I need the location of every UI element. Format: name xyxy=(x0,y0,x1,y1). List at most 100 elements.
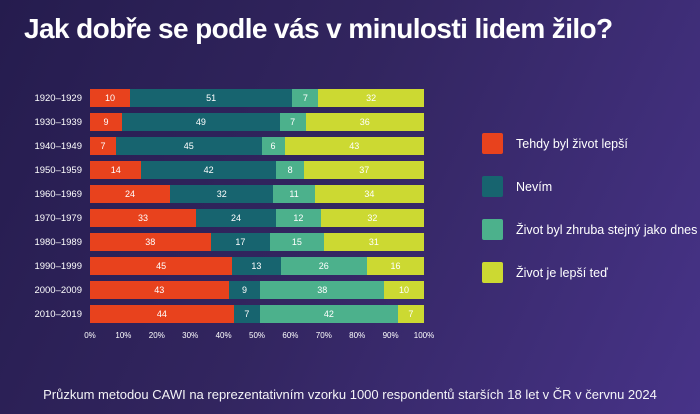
segment-value: 16 xyxy=(390,261,401,271)
chart-row: 2000–2009 43 9 38 10 xyxy=(24,281,424,299)
bar-segment: 49 xyxy=(122,113,280,131)
bar-segment: 8 xyxy=(275,161,305,179)
bar-segment: 9 xyxy=(228,281,261,299)
bar-segment: 10 xyxy=(90,89,130,107)
category-label: 1960–1969 xyxy=(34,188,82,200)
segment-value: 33 xyxy=(138,213,149,223)
segment-value: 34 xyxy=(364,189,375,199)
bar-segment: 31 xyxy=(323,233,424,251)
chart-row: 1970–1979 33 24 12 32 xyxy=(24,209,424,227)
segment-value: 7 xyxy=(408,309,414,319)
chart-row: 1950–1959 14 42 8 37 xyxy=(24,161,424,179)
segment-value: 38 xyxy=(317,285,328,295)
segment-value: 31 xyxy=(368,237,379,247)
bar-segment: 45 xyxy=(116,137,262,155)
axis-tick-label: 10% xyxy=(115,331,132,340)
x-axis: 0% 10% 20% 30% 40% 50% 60% 70% 80% 90% 100% xyxy=(24,329,434,343)
bar-segment: 38 xyxy=(260,281,385,299)
segment-value: 32 xyxy=(216,189,227,199)
segment-value: 11 xyxy=(289,189,299,199)
bar-segment: 7 xyxy=(233,305,261,323)
segment-value: 37 xyxy=(359,165,370,175)
legend-item: Život je lepší teď xyxy=(482,262,697,283)
bar-segment: 17 xyxy=(210,233,271,251)
chart-row: 2010–2019 44 7 42 7 xyxy=(24,305,425,323)
segment-value: 32 xyxy=(367,213,378,223)
category-label: 2000–2009 xyxy=(34,284,82,296)
bar-track: 33 24 12 32 xyxy=(90,209,424,227)
chart-row: 1990–1999 45 13 26 16 xyxy=(24,257,424,275)
legend-item: Život byl zhruba stejný jako dnes xyxy=(482,219,697,240)
bar-track: 24 32 11 34 xyxy=(90,185,424,203)
segment-value: 10 xyxy=(104,93,115,103)
stacked-bar-chart: 1920–1929 10 51 7 32 1930–1939 9 49 7 36 1940–1949… xyxy=(24,89,434,343)
segment-value: 6 xyxy=(270,141,276,151)
bar-track: 43 9 38 10 xyxy=(90,281,424,299)
bar-segment: 6 xyxy=(261,137,285,155)
category-label: 1970–1979 xyxy=(34,212,82,224)
legend: Tehdy byl život lepší Nevím Život byl zhru… xyxy=(482,89,697,343)
chart: 1920–1929 10 51 7 32 1930–1939 9 49 7 36 1940–1949… xyxy=(24,89,425,323)
bar-segment: 11 xyxy=(273,185,315,203)
axis-tick-label: 50% xyxy=(248,331,266,340)
segment-value: 45 xyxy=(156,261,167,271)
bar-segment: 51 xyxy=(129,89,293,107)
segment-value: 45 xyxy=(183,141,194,151)
bar-track: 45 13 26 16 xyxy=(90,257,424,275)
category-label: 1980–1989 xyxy=(34,236,82,248)
segment-value: 36 xyxy=(359,117,370,127)
legend-swatch xyxy=(482,219,503,240)
bar-segment: 9 xyxy=(90,113,123,131)
chart-row: 1980–1989 38 17 15 31 xyxy=(24,233,424,251)
axis-tick-label: 40% xyxy=(215,331,232,340)
bar-segment: 36 xyxy=(305,113,424,131)
segment-value: 24 xyxy=(125,189,136,199)
bar-segment: 37 xyxy=(304,161,424,179)
bar-segment: 7 xyxy=(90,137,117,155)
axis-ticks: 0% 10% 20% 30% 40% 50% 60% 70% 80% 90% 100% xyxy=(84,329,434,343)
bar-track: 7 45 6 43 xyxy=(90,137,425,155)
bar-segment: 43 xyxy=(90,281,229,299)
bar-segment: 32 xyxy=(318,89,424,107)
bar-segment: 7 xyxy=(292,89,319,107)
segment-value: 44 xyxy=(156,309,167,319)
chart-row: 1960–1969 24 32 11 34 xyxy=(24,185,424,203)
category-label: 1930–1939 xyxy=(34,116,82,128)
segment-value: 7 xyxy=(244,309,250,319)
category-label: 1940–1949 xyxy=(34,140,82,152)
segment-value: 7 xyxy=(100,141,106,151)
segment-value: 9 xyxy=(242,285,248,295)
bar-segment: 34 xyxy=(314,185,424,203)
bar-segment: 44 xyxy=(90,305,234,323)
legend-swatch xyxy=(482,262,503,283)
legend-swatch xyxy=(482,176,503,197)
bar-segment: 43 xyxy=(284,137,425,155)
bar-segment: 7 xyxy=(279,113,306,131)
bar-segment: 12 xyxy=(275,209,321,227)
segment-value: 9 xyxy=(103,117,109,127)
bar-segment: 32 xyxy=(170,185,274,203)
segment-value: 7 xyxy=(290,117,296,127)
segment-value: 38 xyxy=(145,237,156,247)
legend-label: Nevím xyxy=(516,179,553,194)
axis-tick-label: 80% xyxy=(349,331,366,340)
legend-label: Tehdy byl život lepší xyxy=(516,136,628,151)
legend-item: Nevím xyxy=(482,176,697,197)
segment-value: 14 xyxy=(110,165,121,175)
axis-tick-label: 70% xyxy=(315,331,332,340)
axis-tick-label: 100% xyxy=(413,331,435,340)
bar-segment: 13 xyxy=(232,257,281,275)
bar-segment: 10 xyxy=(384,281,424,299)
legend-swatch xyxy=(482,133,503,154)
bar-segment: 32 xyxy=(320,209,424,227)
bar-segment: 15 xyxy=(270,233,324,251)
bar-segment: 26 xyxy=(280,257,367,275)
bar-segment: 16 xyxy=(366,257,424,275)
segment-value: 51 xyxy=(206,93,217,103)
category-label: 2010–2019 xyxy=(34,308,82,320)
bar-segment: 33 xyxy=(90,209,197,227)
axis-tick-label: 60% xyxy=(282,331,299,340)
segment-value: 49 xyxy=(195,117,206,127)
page-title: Jak dobře se podle vás v minulosti lidem… xyxy=(24,13,613,44)
legend-item: Tehdy byl život lepší xyxy=(482,133,697,154)
